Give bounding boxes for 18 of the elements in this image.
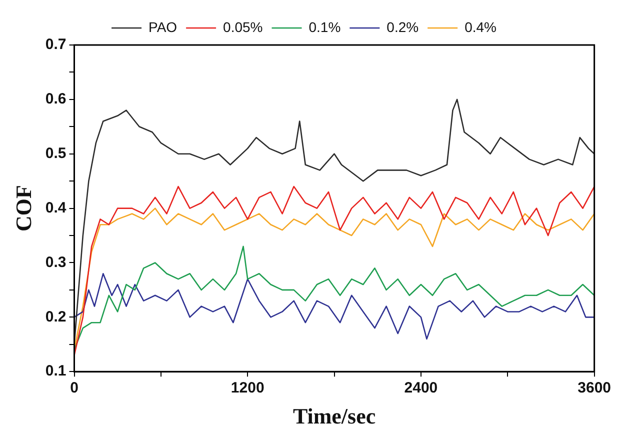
x-tick-label: 2400 <box>404 380 438 397</box>
x-tick-label: 1200 <box>230 380 264 397</box>
y-tick-label: 0.7 <box>45 36 66 54</box>
y-tick-label: 0.3 <box>45 254 66 271</box>
legend-label: 0.2% <box>386 18 419 35</box>
y-tick-label: 0.5 <box>45 145 66 162</box>
legend-label: PAO <box>148 18 178 35</box>
x-axis-title: Time/sec <box>292 403 376 428</box>
x-tick-label: 3600 <box>578 380 612 397</box>
y-tick-label: 0.4 <box>45 199 67 216</box>
legend-label: 0.05% <box>223 18 263 35</box>
y-tick-label: 0.2 <box>45 308 66 326</box>
legend-label: 0.1% <box>308 18 341 35</box>
legend-label: 0.4% <box>464 18 496 35</box>
y-tick-label: 0.1 <box>45 362 66 380</box>
y-axis-title: COF <box>10 185 36 232</box>
y-tick-label: 0.6 <box>45 90 66 108</box>
x-tick-label: 0 <box>70 380 78 397</box>
